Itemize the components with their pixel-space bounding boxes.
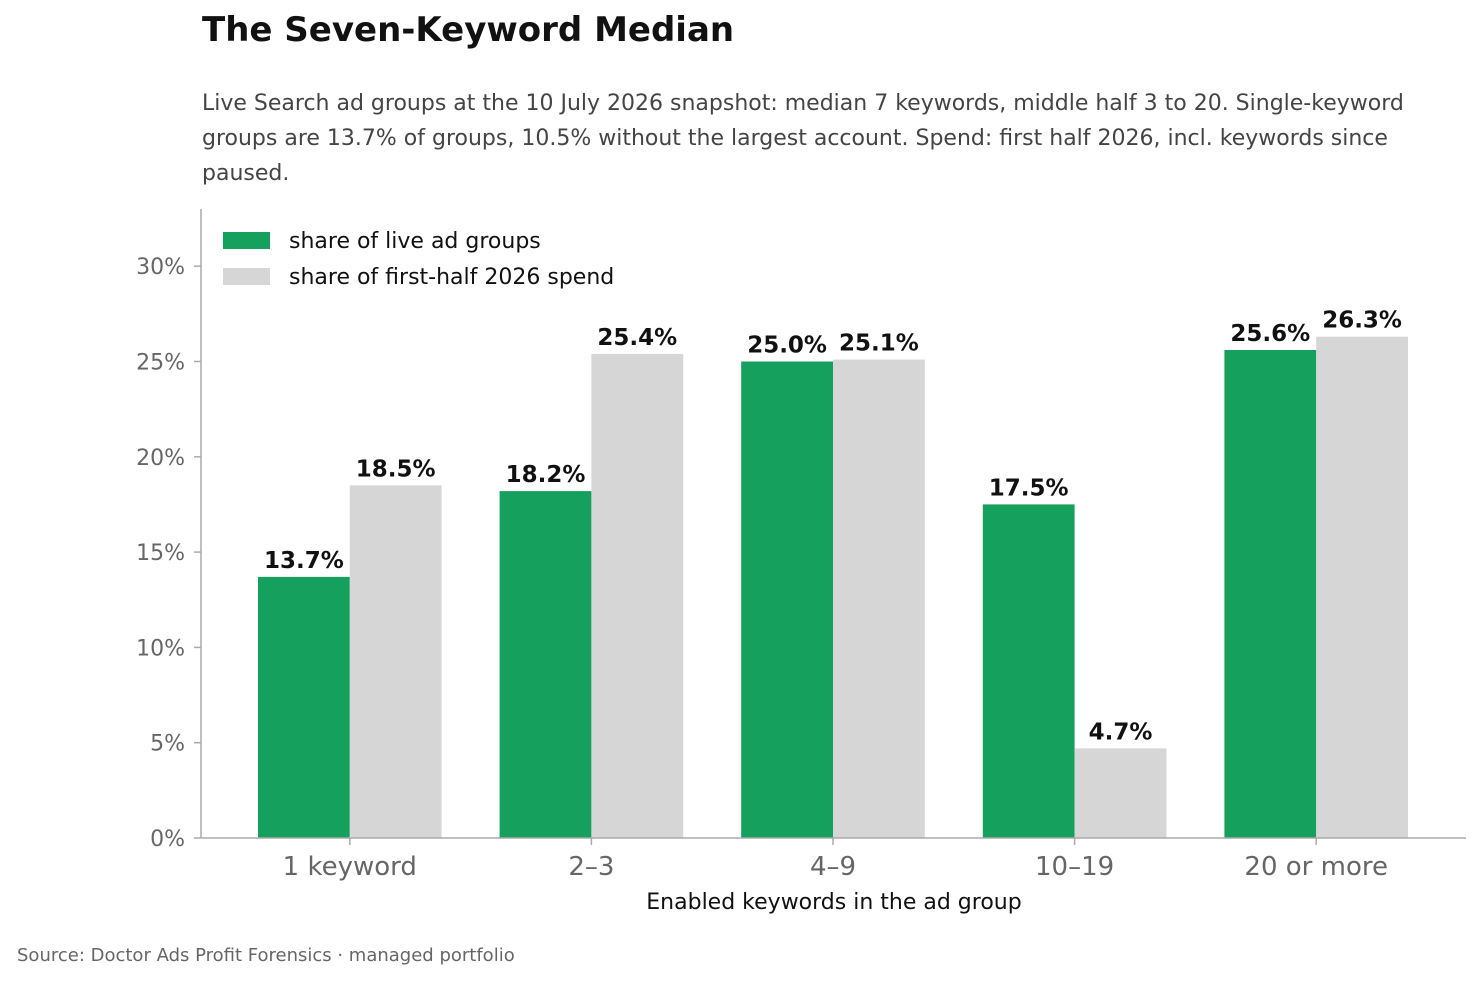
bar-spend bbox=[349, 485, 442, 838]
bar-spend bbox=[1316, 336, 1408, 838]
bar-spend bbox=[591, 353, 684, 838]
bar-live-groups bbox=[982, 504, 1075, 838]
x-tick-label: 2–3 bbox=[568, 852, 614, 882]
y-tick-label: 20% bbox=[136, 446, 185, 471]
y-tick-label: 30% bbox=[136, 255, 185, 280]
bar-live-groups bbox=[1224, 350, 1317, 838]
bar-spend bbox=[833, 359, 925, 838]
data-labels-layer: 13.7% 18.5% 18.2% 25.4% 25.0% 25.1% 17.5% 4.7% 2… bbox=[264, 308, 1402, 746]
legend: share of live ad groups share of first-ha… bbox=[223, 229, 614, 290]
data-label: 13.7% bbox=[264, 548, 344, 574]
source-note: Source: Doctor Ads Profit Forensics · ma… bbox=[17, 945, 515, 966]
data-label: 25.6% bbox=[1230, 321, 1310, 347]
data-label: 25.0% bbox=[747, 333, 827, 359]
bar-live-groups bbox=[499, 491, 592, 838]
bar-live-groups bbox=[258, 576, 350, 838]
y-tick-label: 25% bbox=[136, 351, 185, 376]
data-label: 18.5% bbox=[356, 456, 436, 482]
bars-layer bbox=[258, 336, 1408, 838]
x-tick-label: 20 or more bbox=[1244, 852, 1388, 882]
y-tick-label: 15% bbox=[136, 541, 185, 566]
legend-swatch-groups bbox=[223, 232, 270, 249]
data-label: 17.5% bbox=[989, 475, 1069, 501]
x-axis-title: Enabled keywords in the ad group bbox=[646, 890, 1021, 915]
data-label: 18.2% bbox=[506, 462, 586, 488]
data-label: 26.3% bbox=[1322, 308, 1402, 334]
chart-title: The Seven-Keyword Median bbox=[202, 10, 735, 50]
data-label: 25.1% bbox=[839, 331, 919, 357]
x-tick-label: 10–19 bbox=[1035, 852, 1114, 882]
bar-spend bbox=[1074, 748, 1167, 838]
x-tick-label: 1 keyword bbox=[283, 852, 417, 882]
y-tick-label: 10% bbox=[136, 636, 185, 661]
data-label: 25.4% bbox=[597, 325, 677, 351]
y-tick-label: 0% bbox=[150, 827, 185, 852]
axes-layer: 0% 5% 10% 15% 20% 25% 30% 1 keyword 2–3 4–9 10–19 2… bbox=[136, 209, 1466, 915]
bar-live-groups bbox=[741, 361, 833, 838]
x-tick-label: 4–9 bbox=[810, 852, 856, 882]
chart-subtitle: Live Search ad groups at the 10 July 202… bbox=[202, 91, 1404, 186]
y-tick-label: 5% bbox=[150, 732, 185, 757]
legend-label: share of live ad groups bbox=[289, 229, 541, 254]
data-label: 4.7% bbox=[1089, 719, 1153, 745]
legend-swatch-spend bbox=[223, 268, 270, 285]
legend-label: share of first-half 2026 spend bbox=[289, 265, 614, 290]
